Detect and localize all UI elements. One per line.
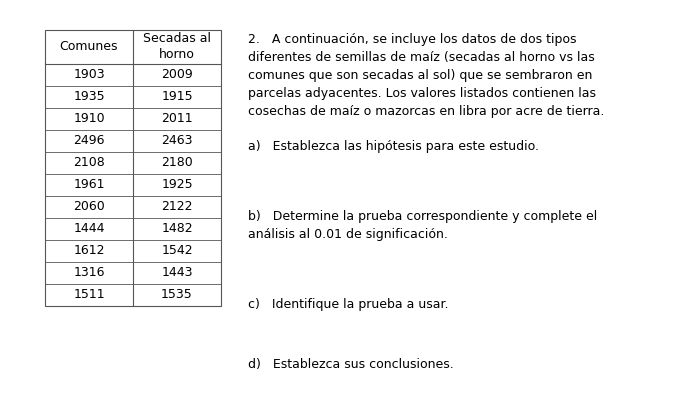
Text: 2009: 2009 xyxy=(161,68,193,81)
Text: 1915: 1915 xyxy=(161,90,192,103)
Text: d)   Establezca sus conclusiones.: d) Establezca sus conclusiones. xyxy=(248,358,454,371)
Text: 2011: 2011 xyxy=(161,112,192,125)
Text: 2496: 2496 xyxy=(74,134,105,147)
Text: c)   Identifique la prueba a usar.: c) Identifique la prueba a usar. xyxy=(248,298,449,311)
Text: 1542: 1542 xyxy=(161,245,192,258)
Text: 2060: 2060 xyxy=(73,201,105,214)
Text: a)   Establezca las hipótesis para este estudio.: a) Establezca las hipótesis para este es… xyxy=(248,140,539,153)
Text: 1316: 1316 xyxy=(74,267,105,280)
Text: 1535: 1535 xyxy=(161,289,193,302)
Text: 2122: 2122 xyxy=(161,201,192,214)
Text: 1482: 1482 xyxy=(161,223,192,236)
Text: 1612: 1612 xyxy=(74,245,105,258)
Bar xyxy=(45,30,221,306)
Text: 1925: 1925 xyxy=(161,179,192,192)
Text: 1961: 1961 xyxy=(74,179,105,192)
Text: b)   Determine la prueba correspondiente y complete el
análisis al 0.01 de signi: b) Determine la prueba correspondiente y… xyxy=(248,210,597,241)
Text: Comunes: Comunes xyxy=(60,41,118,53)
Text: 1511: 1511 xyxy=(74,289,105,302)
Text: 1935: 1935 xyxy=(74,90,105,103)
Text: 2463: 2463 xyxy=(161,134,192,147)
Text: 1443: 1443 xyxy=(161,267,192,280)
Text: 1910: 1910 xyxy=(74,112,105,125)
Text: Secadas al
horno: Secadas al horno xyxy=(143,33,211,61)
Text: 1444: 1444 xyxy=(74,223,105,236)
Text: 1903: 1903 xyxy=(74,68,105,81)
Text: 2108: 2108 xyxy=(73,157,105,169)
Text: 2.   A continuación, se incluye los datos de dos tipos
diferentes de semillas de: 2. A continuación, se incluye los datos … xyxy=(248,33,604,118)
Text: 2180: 2180 xyxy=(161,157,193,169)
